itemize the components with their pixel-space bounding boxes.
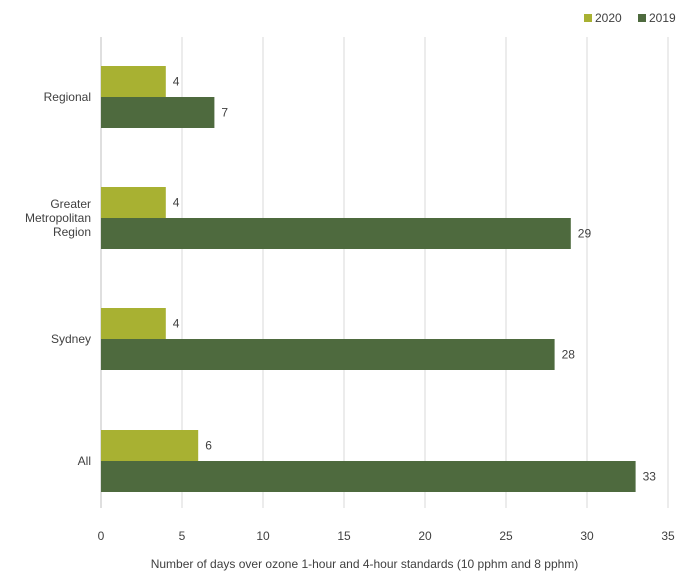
x-tick-label: 10 — [256, 529, 270, 543]
bar-2019-2 — [101, 339, 555, 370]
bar-2019-3 — [101, 461, 636, 492]
data-label: 4 — [173, 196, 180, 210]
legend-swatch-2019 — [638, 14, 646, 22]
x-tick-label: 25 — [499, 529, 513, 543]
legend-swatch-2020 — [584, 14, 592, 22]
data-label: 28 — [562, 348, 576, 362]
data-label: 4 — [173, 75, 180, 89]
bar-2020-3 — [101, 430, 199, 461]
y-category-label: All — [78, 454, 91, 468]
y-axis-categories: Regional Greater Metropolitan Region Sydney A… — [25, 90, 91, 468]
bar-2019-0 — [101, 97, 215, 128]
x-axis-title: Number of days over ozone 1-hour and 4-h… — [151, 557, 579, 571]
data-label: 6 — [205, 439, 212, 453]
y-category-label: Sydney — [51, 332, 91, 346]
bar-2020-1 — [101, 187, 166, 218]
legend-label-2020: 2020 — [595, 11, 622, 25]
x-tick-label: 0 — [98, 529, 105, 543]
y-category-label: Greater Metropolitan Region — [25, 197, 91, 239]
bar-2020-0 — [101, 66, 166, 97]
x-tick-label: 15 — [337, 529, 351, 543]
bar-2019-1 — [101, 218, 571, 249]
x-tick-label: 30 — [580, 529, 594, 543]
data-label: 29 — [578, 227, 592, 241]
x-axis-ticks: 0 5 10 15 20 25 30 35 — [98, 529, 675, 543]
data-label: 7 — [221, 106, 228, 120]
bars — [101, 66, 636, 492]
data-label: 33 — [643, 470, 657, 484]
x-tick-label: 5 — [179, 529, 186, 543]
legend-label-2019: 2019 — [649, 11, 676, 25]
data-label: 4 — [173, 317, 180, 331]
y-category-label: Regional — [44, 90, 91, 104]
x-tick-label: 20 — [418, 529, 432, 543]
data-labels: 4 7 4 29 4 28 6 33 — [173, 75, 656, 484]
bar-2020-2 — [101, 308, 166, 339]
legend: 2020 2019 — [584, 11, 676, 25]
x-tick-label: 35 — [661, 529, 675, 543]
